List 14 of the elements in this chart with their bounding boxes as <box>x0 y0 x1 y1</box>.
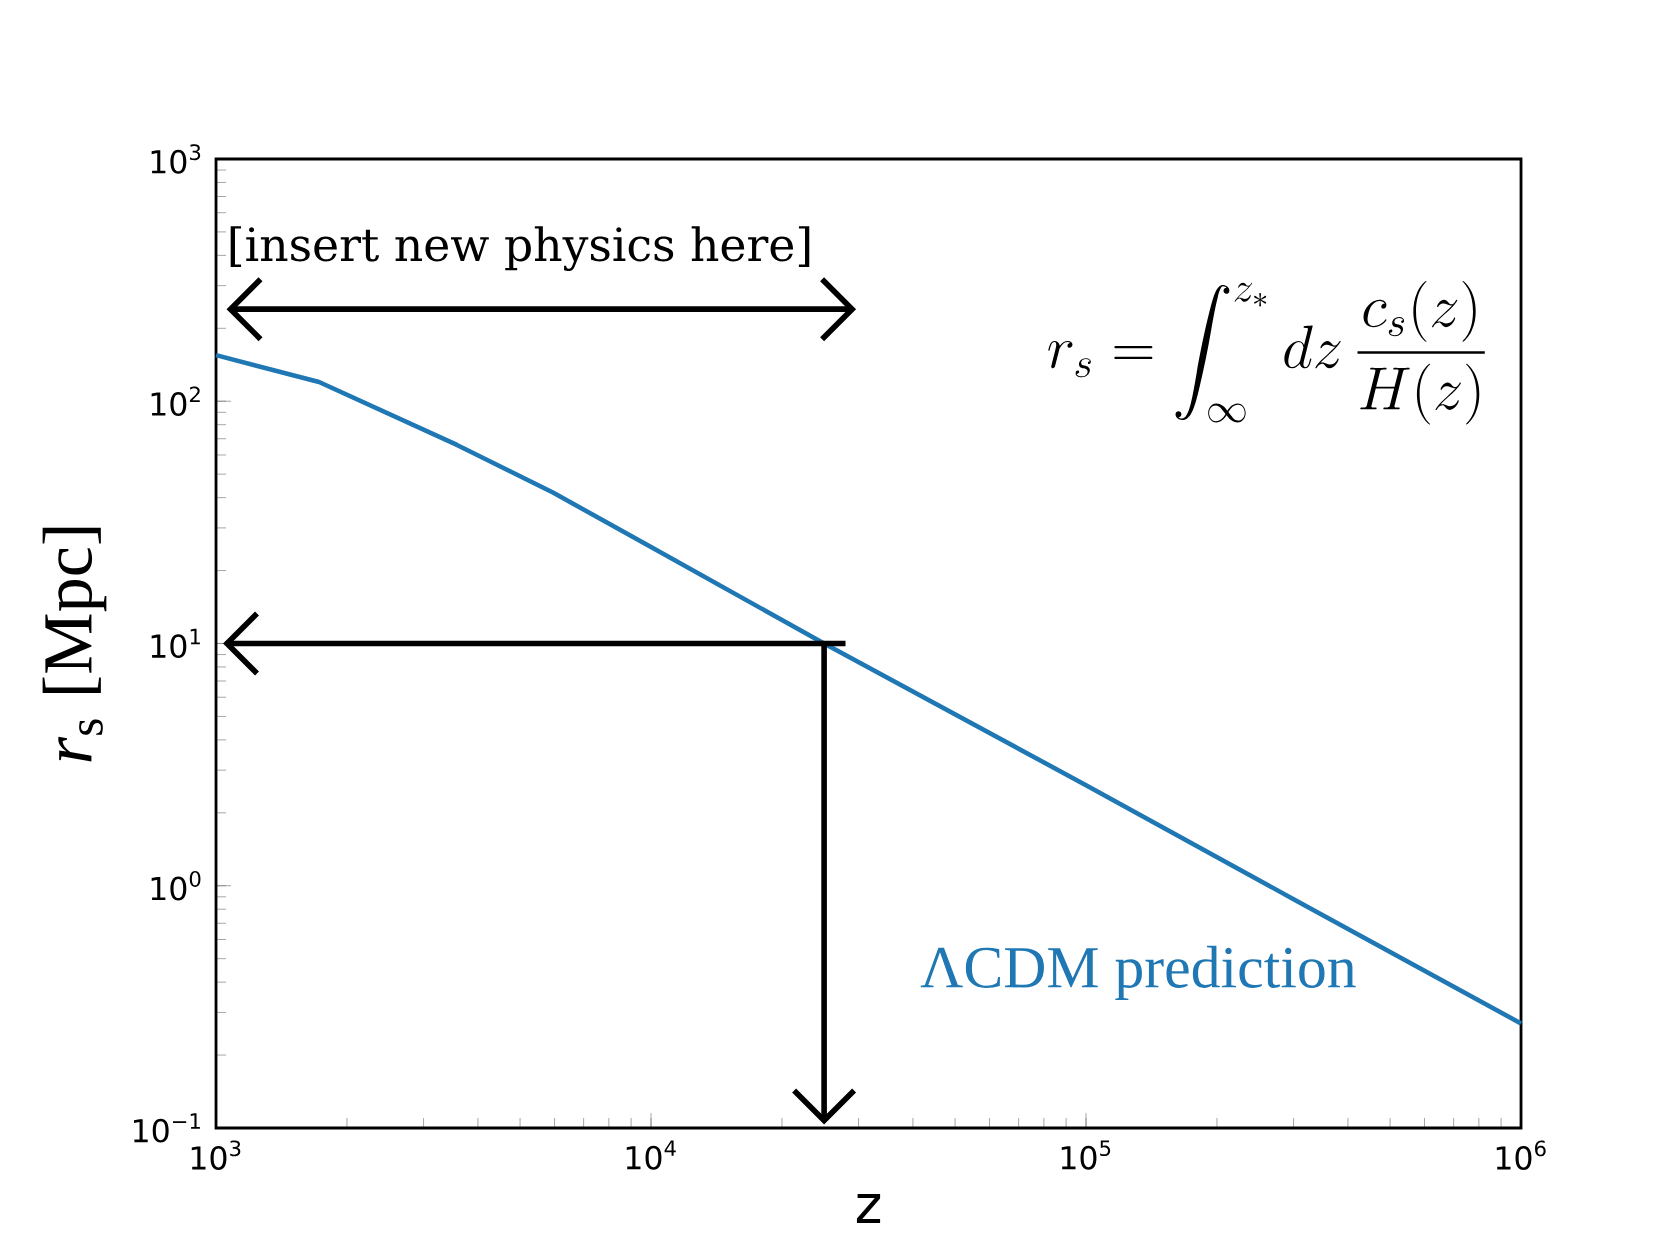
y-tick-label: 10$^{0}$ <box>151 870 201 901</box>
y-tick-label: 10$^{3}$ <box>151 144 201 174</box>
x-tick-label: 10$^{3}$ <box>191 1140 241 1170</box>
y-axis-title: r$_{s}$ [Mpc] <box>42 527 107 762</box>
x-tick-label: 10$^{5}$ <box>1061 1140 1111 1170</box>
y-tick-label: 10$^{2}$ <box>151 386 200 416</box>
x-axis-title: z <box>856 1194 881 1223</box>
y-tick-label: 10$^{1}$ <box>151 628 200 659</box>
y-tick-label: 10$^{−1}$ <box>133 1113 200 1143</box>
annotation: [insert new physics here] <box>230 226 810 272</box>
series-label: ΛCDM prediction <box>920 945 1356 1001</box>
x-tick-label: 10$^{6}$ <box>1496 1140 1546 1170</box>
annotation: $r_s = \int_{\infty}^{z_*} dz\, \frac{c_s(z)}{H(z)}$ <box>1048 281 1485 425</box>
x-tick-label: 10$^{4}$ <box>626 1140 676 1170</box>
